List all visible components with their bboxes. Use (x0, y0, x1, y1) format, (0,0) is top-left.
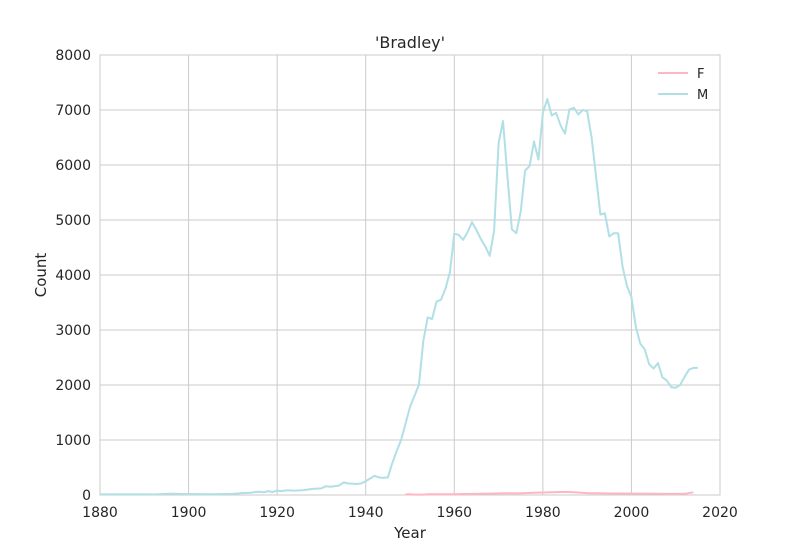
x-tick-label: 2020 (702, 505, 738, 521)
x-tick-label: 1920 (259, 505, 295, 521)
x-tick-label: 1900 (171, 505, 207, 521)
series-lines (100, 98, 698, 496)
y-tick-label: 2000 (55, 378, 91, 394)
y-axis-label: Count (32, 253, 50, 298)
y-tick-label: 0 (82, 488, 91, 504)
series-line-m (100, 98, 698, 496)
grid (100, 55, 720, 495)
y-tick-label: 5000 (55, 213, 91, 229)
y-tick-label: 6000 (55, 158, 91, 174)
x-tick-label: 1880 (82, 505, 118, 521)
y-tick-label: 1000 (55, 433, 91, 449)
y-tick-label: 8000 (55, 48, 91, 64)
x-tick-label: 1960 (436, 505, 472, 521)
x-tick-labels: 1880 1900 1920 1940 1960 1980 2000 2020 (82, 505, 738, 521)
y-tick-label: 7000 (55, 103, 91, 119)
y-tick-labels: 0 1000 2000 3000 4000 5000 6000 7000 8000 (55, 48, 91, 504)
y-tick-label: 3000 (55, 323, 91, 339)
y-tick-label: 4000 (55, 268, 91, 284)
legend: F M (658, 67, 708, 103)
x-tick-label: 2000 (614, 505, 650, 521)
x-axis-label: Year (393, 524, 427, 542)
x-tick-label: 1980 (525, 505, 561, 521)
chart-title: 'Bradley' (375, 33, 445, 52)
series-line-f (405, 491, 694, 496)
legend-label-m: M (697, 88, 708, 103)
x-tick-label: 1940 (348, 505, 384, 521)
legend-label-f: F (697, 67, 704, 82)
